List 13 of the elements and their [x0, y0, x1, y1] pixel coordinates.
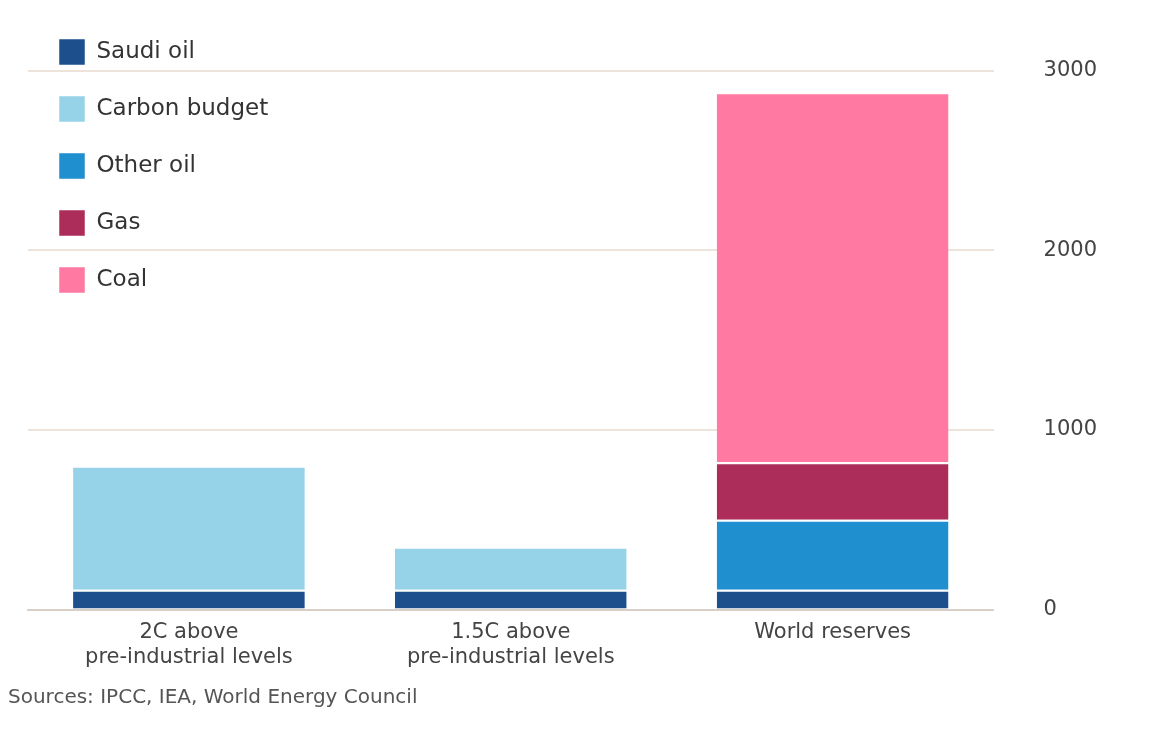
legend-label: Gas: [96, 207, 141, 234]
y-tick-label: 3000: [1043, 57, 1098, 82]
x-tick-label: 2C above pre-industrial levels: [85, 618, 293, 668]
legend-label: Other oil: [96, 150, 196, 177]
x-tick-label: 1.5C above pre-industrial levels: [406, 618, 615, 668]
y-tick-label: 1000: [1043, 416, 1098, 441]
legend-label: Coal: [96, 264, 148, 291]
x-tick-label: World reserves: [754, 618, 911, 643]
source-note: Sources: IPCC, IEA, World Energy Council: [8, 684, 419, 708]
y-tick-label: 2000: [1043, 236, 1098, 261]
legend-label: Saudi oil: [96, 36, 195, 63]
y-tick-label: 0: [1043, 596, 1057, 621]
legend-label: Carbon budget: [96, 93, 269, 120]
